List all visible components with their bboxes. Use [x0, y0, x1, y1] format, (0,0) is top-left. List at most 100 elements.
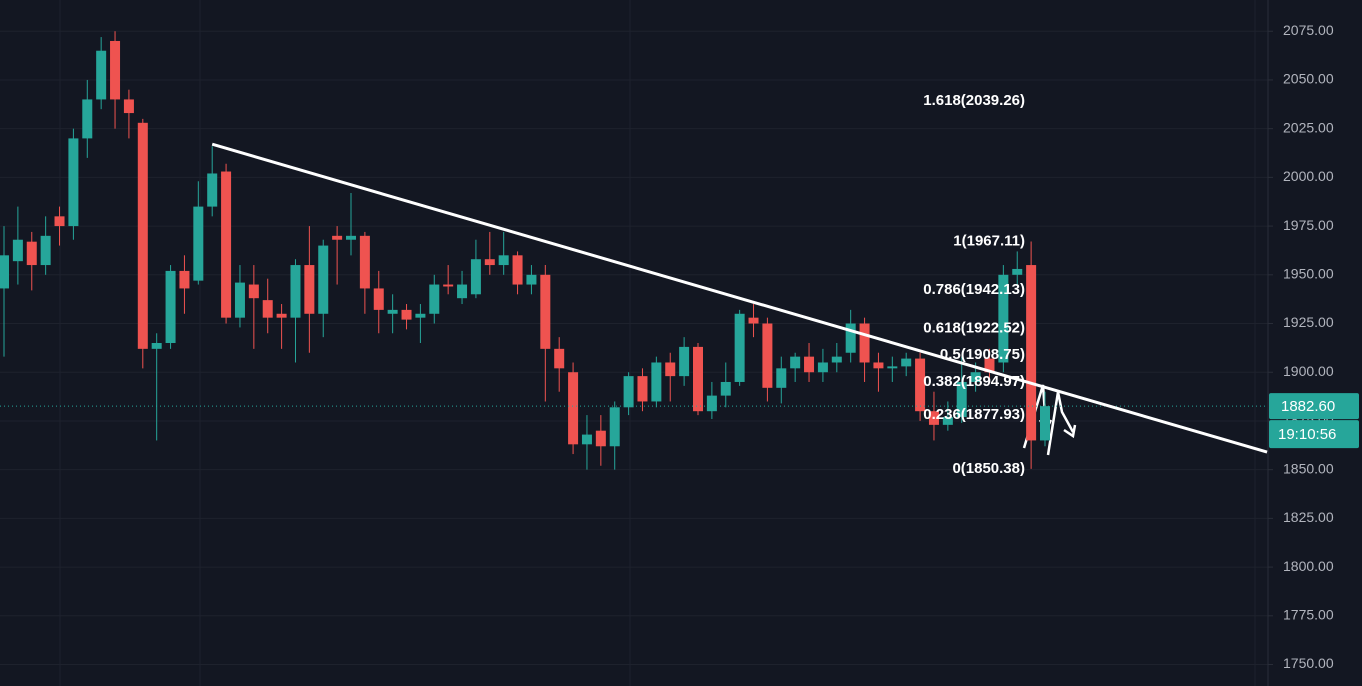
candle-body	[110, 40, 121, 100]
candle-body	[956, 381, 967, 418]
candle-body	[817, 362, 828, 373]
candle-body	[581, 434, 592, 445]
candle-body	[248, 284, 259, 299]
candle-body	[651, 362, 662, 402]
candle-body	[526, 274, 537, 285]
y-tick-label: 1950.00	[1283, 266, 1334, 282]
candle-body	[498, 255, 509, 266]
fib-label: 0.618(1922.52)	[923, 319, 1025, 336]
y-tick-label: 2025.00	[1283, 119, 1334, 135]
candle-body	[693, 346, 703, 412]
candle-body	[887, 366, 898, 369]
candle-body	[928, 411, 939, 425]
candle-body	[415, 313, 426, 318]
candle-body	[998, 274, 1009, 363]
candle-body	[68, 138, 79, 227]
candle-body	[984, 358, 995, 373]
candle-body	[151, 343, 162, 349]
fib-label: 0.786(1942.13)	[923, 281, 1025, 298]
candle-body	[234, 282, 245, 318]
countdown-tag	[1269, 420, 1359, 449]
vertical-grid	[59, 0, 1256, 686]
candle-body	[595, 430, 606, 447]
candle-body	[359, 235, 370, 289]
candle-body	[470, 259, 481, 295]
candle-body	[207, 173, 218, 207]
candle-body	[609, 407, 620, 447]
y-tick-label: 2050.00	[1283, 71, 1334, 87]
candle-body	[568, 372, 579, 445]
candle-body	[443, 284, 454, 287]
y-tick-label: 1925.00	[1283, 314, 1334, 330]
candle-body	[734, 313, 745, 382]
fib-label: 1(1967.11)	[953, 232, 1025, 249]
candle-body	[484, 259, 495, 266]
candle-body	[915, 358, 926, 412]
candle-body	[123, 99, 134, 114]
candle-body	[346, 235, 356, 240]
candle-body	[429, 284, 440, 314]
candle-body	[387, 309, 398, 314]
candle-body	[401, 309, 412, 320]
candle-body	[304, 265, 315, 314]
candle-body	[165, 270, 176, 343]
countdown-label: 19:10:56	[1278, 426, 1336, 443]
candle-body	[804, 356, 815, 373]
y-tick-label: 1850.00	[1283, 460, 1334, 476]
candle-body	[720, 381, 731, 396]
candle-body	[970, 372, 981, 382]
price-tag	[1269, 393, 1359, 420]
candle-body	[179, 270, 190, 289]
candle-body	[942, 417, 953, 425]
candle-body	[262, 300, 273, 318]
candle-body	[790, 356, 801, 369]
candle-body	[831, 356, 842, 363]
price-tag-label: 1882.60	[1281, 398, 1335, 415]
candle-body	[665, 362, 676, 377]
fib-label: 0.382(1894.97)	[923, 373, 1025, 390]
candle-body	[54, 216, 65, 227]
y-tick-label: 1750.00	[1283, 655, 1334, 671]
candle-body	[26, 241, 37, 266]
arrow-head	[1063, 424, 1077, 439]
candle-body	[859, 323, 870, 363]
candle-body	[457, 284, 468, 299]
candle-body	[776, 368, 787, 388]
y-tick-label: 2075.00	[1283, 22, 1334, 38]
candle-body	[762, 323, 773, 388]
candle-body	[748, 317, 759, 324]
trendline	[211, 142, 1268, 454]
candle-body	[12, 239, 23, 262]
candle-body	[276, 313, 287, 318]
candle-body	[512, 255, 523, 285]
fib-label: 1.618(2039.26)	[923, 92, 1025, 109]
candle-body	[290, 265, 301, 318]
y-tick-label: 1975.00	[1283, 217, 1334, 233]
candle-body	[96, 50, 107, 100]
y-tick-label: 1775.00	[1283, 607, 1334, 623]
candle-body	[554, 348, 565, 369]
candle-body	[901, 358, 912, 367]
candle-body	[221, 171, 232, 318]
candle-body	[318, 245, 329, 314]
candle-body	[845, 323, 856, 353]
candle-body	[540, 274, 551, 349]
candle-body	[1026, 265, 1037, 441]
candle-body	[873, 362, 884, 369]
candle-body	[193, 206, 204, 281]
y-tick-label: 2000.00	[1283, 168, 1334, 184]
fib-label: 0(1850.38)	[952, 460, 1025, 477]
y-tick-label: 1900.00	[1283, 363, 1334, 379]
fib-label: 0.236(1877.93)	[923, 406, 1025, 423]
candle-body	[137, 122, 148, 349]
candle-body	[82, 99, 93, 139]
candle-body	[679, 346, 690, 377]
candle-body	[332, 235, 343, 240]
y-tick-label: 1800.00	[1283, 558, 1334, 574]
candle-body	[637, 376, 648, 402]
candle-body	[40, 235, 51, 266]
candle-body	[706, 395, 717, 412]
